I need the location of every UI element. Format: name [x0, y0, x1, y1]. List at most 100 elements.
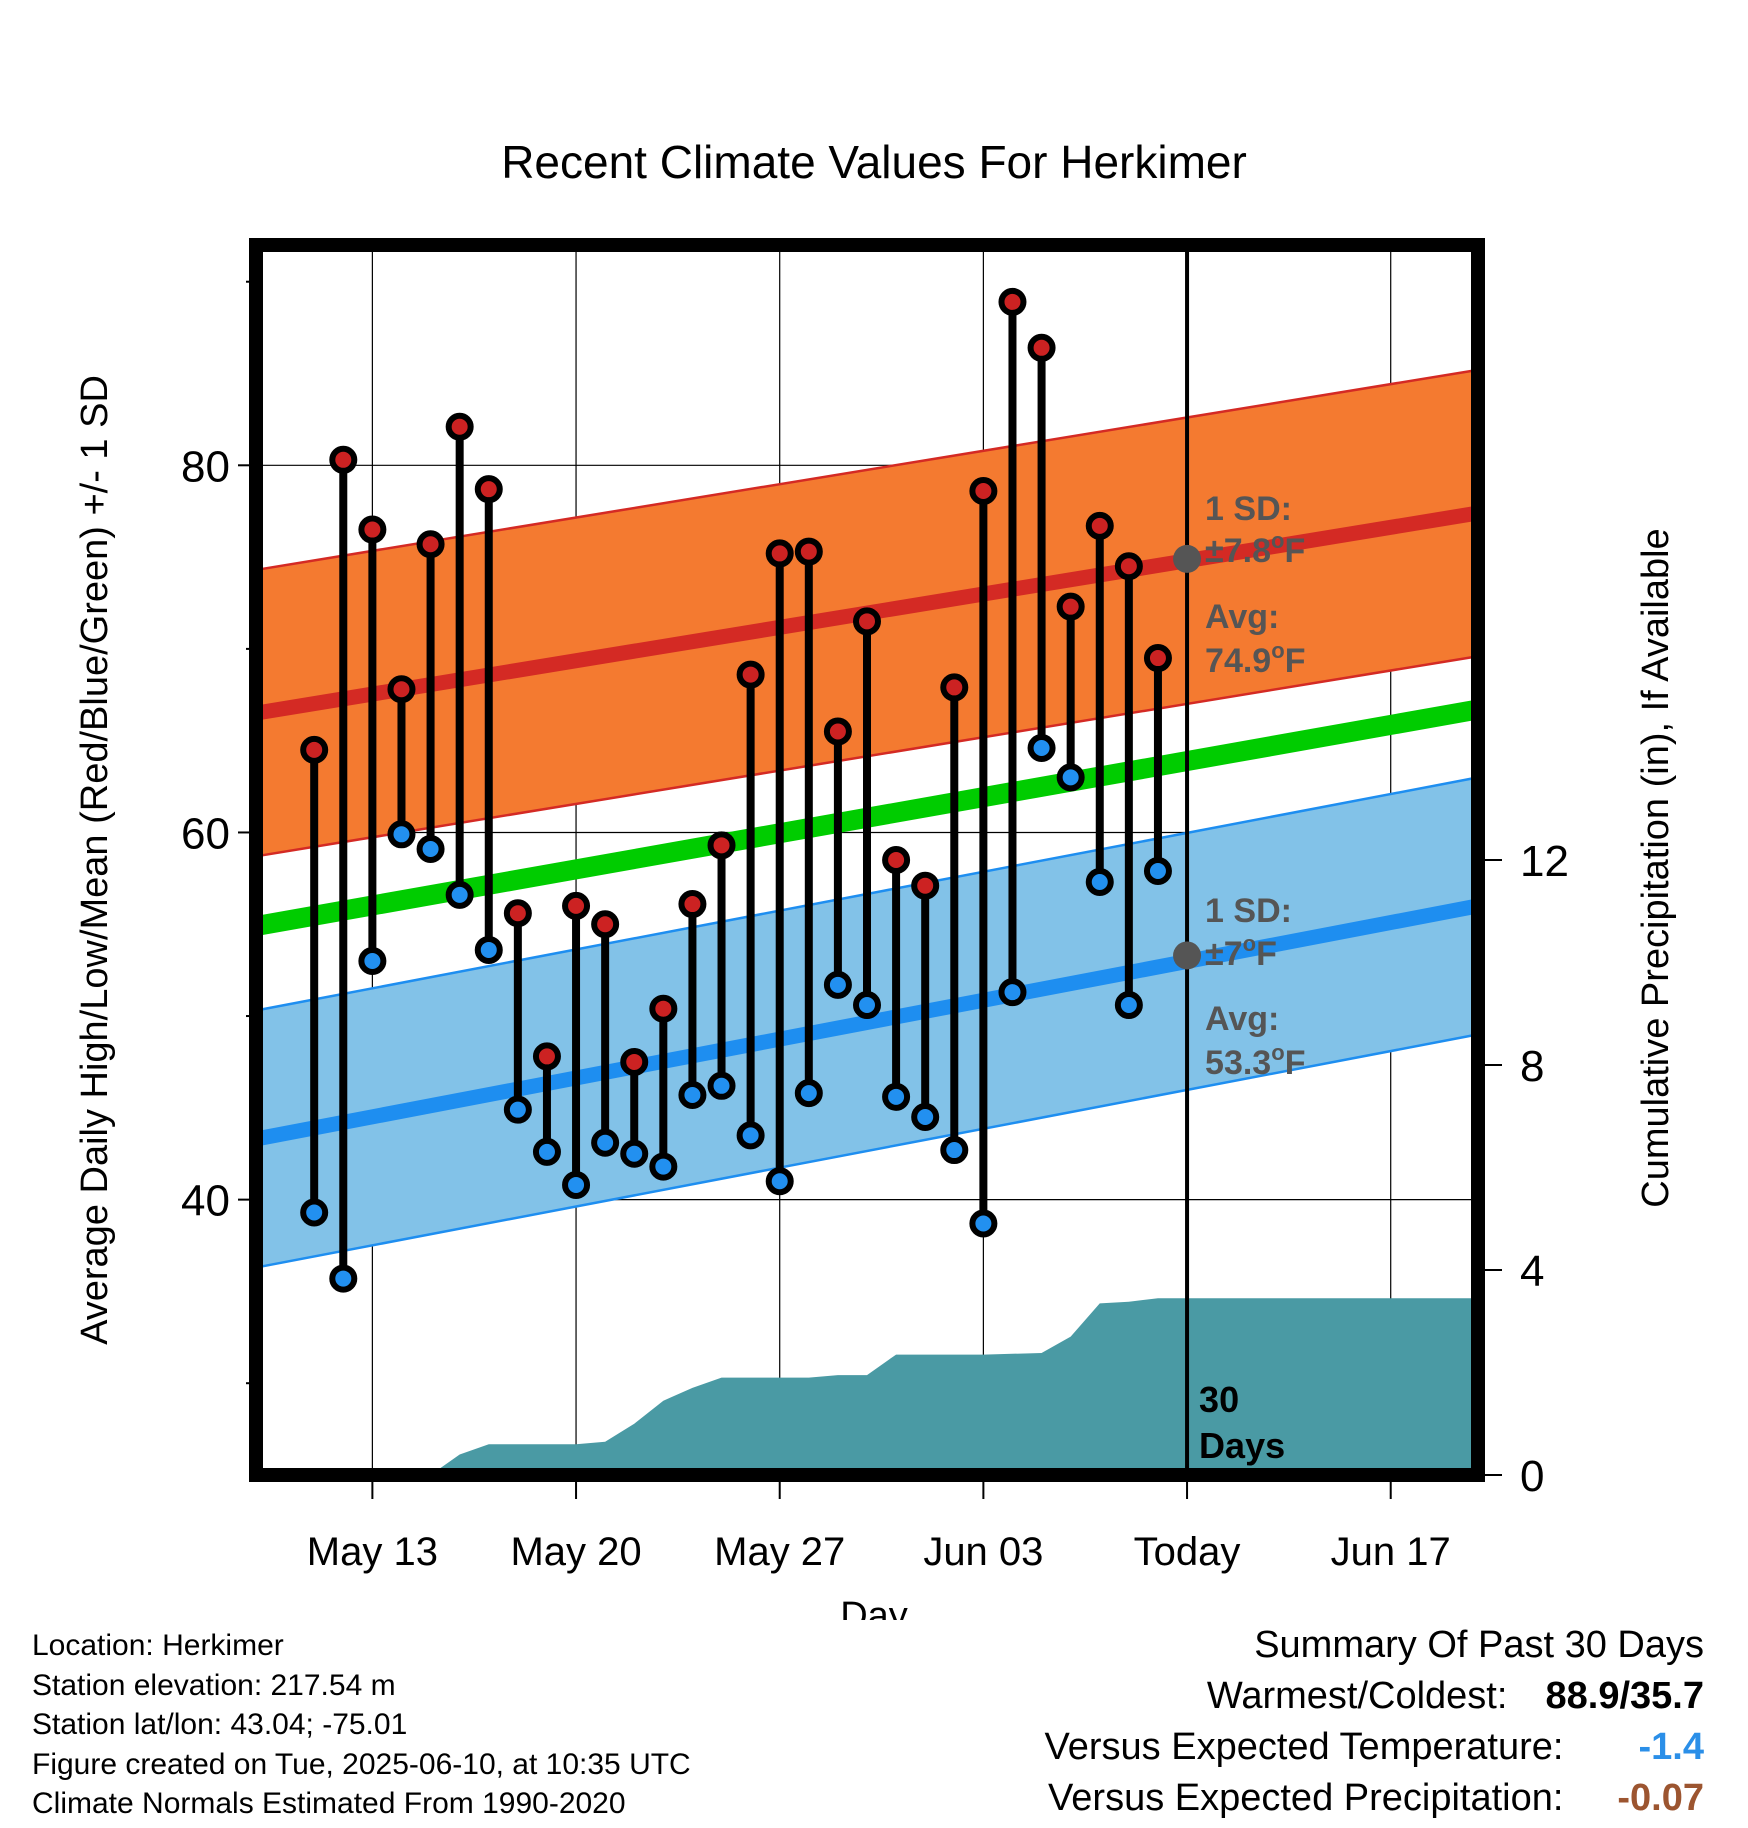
low-sd-value: ±7oF — [1205, 931, 1277, 973]
daily-high-point — [474, 475, 503, 504]
high-sd-value: ±7.8oF — [1205, 528, 1305, 570]
today-high-avg-marker — [1173, 544, 1202, 573]
daily-low-point — [736, 1121, 765, 1150]
daily-low-point — [1056, 763, 1085, 792]
daily-low-point — [1143, 857, 1172, 886]
x-tick-label: Jun 03 — [923, 1530, 1043, 1574]
precip-area — [256, 1298, 1478, 1475]
y-tick-label-left: 60 — [181, 809, 230, 858]
daily-high-point — [765, 539, 794, 568]
daily-low-point — [591, 1128, 620, 1157]
daily-high-point — [620, 1047, 649, 1076]
daily-high-point — [940, 673, 969, 702]
daily-high-point — [300, 735, 329, 764]
created-text: Figure created on Tue, 2025-06-10, at 10… — [32, 1747, 691, 1781]
x-tick-label: May 20 — [510, 1530, 641, 1574]
location-text: Location: Herkimer — [32, 1629, 284, 1662]
high-avg-label: Avg: — [1205, 598, 1279, 636]
station-info: Location: Herkimer Station elevation: 21… — [32, 1626, 691, 1824]
daily-low-point — [474, 935, 503, 964]
daily-high-point — [503, 899, 532, 928]
elevation-text: Station elevation: 217.54 m — [32, 1668, 396, 1702]
daily-high-point — [707, 831, 736, 860]
daily-high-point — [736, 660, 765, 689]
days-word-label: Days — [1199, 1425, 1285, 1466]
precip-anomaly-label: Versus Expected Precipitation: — [1048, 1777, 1564, 1819]
summary-heading: Summary Of Past 30 Days — [1254, 1624, 1704, 1666]
daily-high-point — [591, 910, 620, 939]
low-avg-line — [254, 898, 1480, 1147]
low-avg-value: 53.3oF — [1205, 1040, 1305, 1082]
daily-low-point — [940, 1136, 969, 1165]
daily-high-point — [1027, 333, 1056, 362]
x-tick-label: May 13 — [307, 1530, 438, 1574]
x-axis-label: Day — [840, 1595, 908, 1620]
daily-low-point — [823, 970, 852, 999]
daily-low-point — [882, 1082, 911, 1111]
y-tick-label-right: 0 — [1520, 1452, 1544, 1501]
y-axis-label-right: Cumulative Precipitation (in), If Availa… — [1635, 528, 1677, 1207]
x-tick-label: Today — [1134, 1530, 1241, 1574]
climate-chart: Recent Climate Values For Herkimer Avera… — [74, 136, 1677, 1620]
summary-precip-row: Versus Expected Precipitation: -0.07 — [1045, 1773, 1704, 1824]
daily-low-point — [969, 1209, 998, 1238]
chart-title: Recent Climate Values For Herkimer — [501, 136, 1247, 188]
y-tick-label-right: 8 — [1520, 1042, 1544, 1091]
daily-high-point — [416, 530, 445, 559]
plot-frame — [249, 238, 1485, 1482]
daily-low-point — [1085, 868, 1114, 897]
high-sd-label: 1 SD: — [1205, 490, 1292, 528]
daily-low-point — [445, 880, 474, 909]
daily-low-point — [649, 1152, 678, 1181]
y-tick-label-left: 80 — [181, 442, 230, 491]
daily-high-point — [1114, 552, 1143, 581]
daily-high-point — [1143, 644, 1172, 673]
daily-low-point — [853, 991, 881, 1020]
daily-low-point — [1027, 734, 1056, 763]
normals-text: Climate Normals Estimated From 1990-2020 — [32, 1787, 626, 1820]
daily-high-point — [794, 537, 823, 566]
daily-low-point — [416, 834, 445, 863]
daily-high-point — [1085, 511, 1114, 540]
daily-low-point — [532, 1137, 561, 1166]
daily-high-point — [678, 890, 707, 919]
y-axis-label-left: Average Daily High/Low/Mean (Red/Blue/Gr… — [74, 375, 116, 1345]
daily-high-point — [445, 412, 474, 441]
x-tick-label: May 27 — [714, 1530, 845, 1574]
daily-high-point — [649, 994, 678, 1023]
daily-low-point — [794, 1079, 823, 1108]
daily-high-point — [853, 607, 881, 636]
daily-low-point — [998, 978, 1027, 1007]
daily-low-point — [562, 1170, 591, 1199]
latlon-text: Station lat/lon: 43.04; -75.01 — [32, 1708, 408, 1741]
daily-low-point — [300, 1198, 329, 1227]
high-avg-value: 74.9oF — [1205, 638, 1305, 680]
warmest-label: Warmest/Coldest: — [1206, 1675, 1508, 1717]
today-low-avg-marker — [1173, 941, 1202, 970]
daily-low-point — [503, 1095, 532, 1124]
y-tick-label-right: 12 — [1520, 837, 1569, 886]
daily-high-point — [329, 445, 358, 474]
y-tick-label-right: 4 — [1520, 1247, 1544, 1296]
low-avg-label: Avg: — [1205, 1000, 1279, 1038]
daily-high-point — [358, 515, 387, 544]
low-sd-band-lower-edge — [255, 1033, 1479, 1269]
daily-low-point — [678, 1080, 707, 1109]
daily-low-point — [329, 1264, 358, 1293]
daily-low-point — [911, 1103, 940, 1132]
temp-anomaly-value: -1.4 — [1638, 1726, 1704, 1768]
daily-high-point — [882, 846, 911, 874]
daily-low-point — [358, 946, 387, 975]
low-sd-label: 1 SD: — [1205, 892, 1292, 930]
daily-high-point — [387, 675, 416, 704]
precip-anomaly-value: -0.07 — [1617, 1777, 1704, 1819]
y-tick-label-left: 40 — [181, 1177, 230, 1226]
daily-high-point — [532, 1042, 561, 1071]
daily-low-point — [387, 820, 416, 849]
x-tick-label: Jun 17 — [1331, 1530, 1451, 1574]
daily-high-point — [562, 891, 591, 920]
warmest-value: 88.9/35.7 — [1545, 1675, 1704, 1717]
daily-high-point — [998, 287, 1027, 316]
daily-high-point — [823, 717, 852, 746]
